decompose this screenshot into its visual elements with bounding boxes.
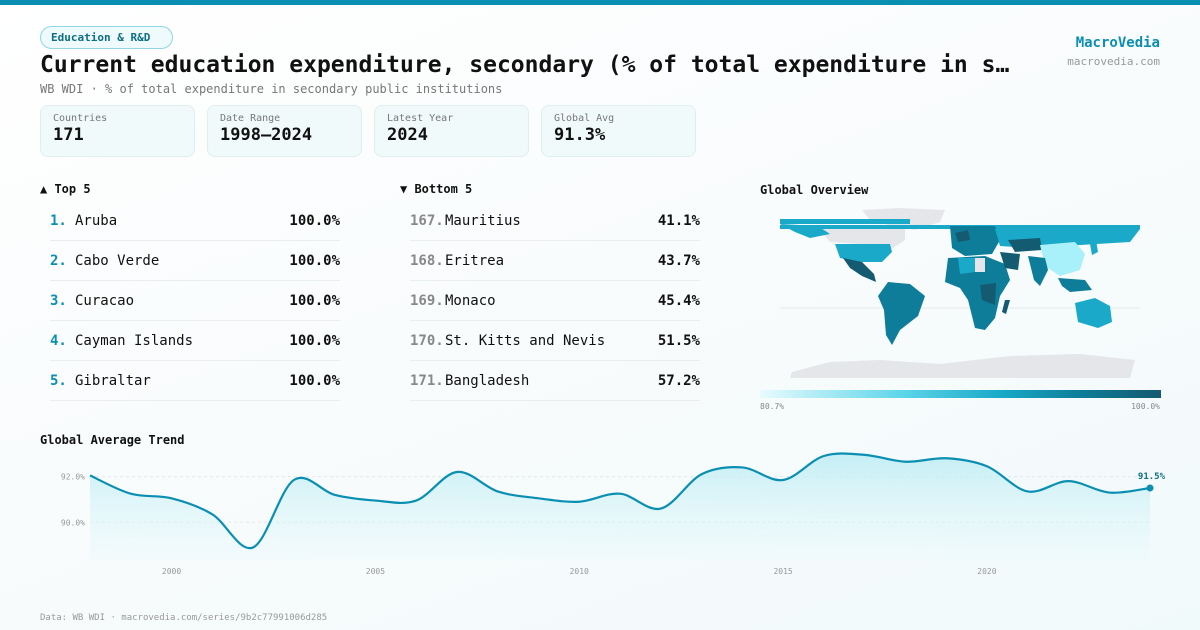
bottom5-row[interactable]: 167. Mauritius 41.1% [410,201,700,241]
stat-label: Latest Year [387,113,454,124]
trend-heading: Global Average Trend [40,433,185,447]
legend-min: 80.7% [760,402,785,411]
country-name: Cayman Islands [75,332,194,349]
footer-source: Data: WB WDI · macrovedia.com/series/9b2… [40,613,328,623]
top5-row[interactable]: 2. Cabo Verde 100.0% [50,241,340,281]
last-point-marker[interactable] [1146,484,1154,492]
top-accent-bar [0,0,1200,5]
country-name: Gibraltar [75,372,151,389]
stat-label: Global Avg [554,113,615,124]
trend-line [89,452,1151,550]
rank: 1. [50,212,67,229]
alaska[interactable] [780,224,830,238]
stat-label: Countries [53,113,108,124]
top5-row[interactable]: 1. Aruba 100.0% [50,201,340,241]
china[interactable] [1040,242,1085,276]
rank: 171. [410,372,444,389]
top5-heading: ▲ Top 5 [40,182,91,196]
country-name: Monaco [445,292,496,309]
stat-card-latest-year: Latest Year 2024 [374,105,529,157]
rank: 3. [50,292,67,309]
central-asia[interactable] [1008,238,1042,252]
country-name: Mauritius [445,212,521,229]
madagascar[interactable] [1002,300,1010,314]
x-tick-label: 2005 [366,567,385,576]
bottom5-row[interactable]: 168. Eritrea 43.7% [410,241,700,281]
middle-east[interactable] [1000,252,1020,270]
y-tick-label: 90.0% [61,518,85,527]
europe[interactable] [950,226,1000,256]
rank: 167. [410,212,444,229]
country-name: St. Kitts and Nevis [445,332,606,349]
rank: 5. [50,372,67,389]
africa[interactable] [945,256,1010,330]
bottom5-row[interactable]: 171. Bangladesh 57.2% [410,361,700,401]
bottom5-row[interactable]: 170. St. Kitts and Nevis 51.5% [410,321,700,361]
top5-row[interactable]: 5. Gibraltar 100.0% [50,361,340,401]
legend-max: 100.0% [1131,402,1160,411]
country-name: Eritrea [445,252,505,269]
x-tick-label: 2010 [570,567,589,576]
x-tick-label: 2000 [162,567,181,576]
x-tick-label: 2015 [773,567,792,576]
rank: 170. [410,332,444,349]
india[interactable] [1028,256,1048,286]
top5-row[interactable]: 3. Curacao 100.0% [50,281,340,321]
stat-value: 2024 [387,125,428,145]
japan[interactable] [1090,240,1098,255]
country-value: 100.0% [289,212,340,229]
country-value: 45.4% [657,292,700,309]
country-value: 41.1% [657,212,700,229]
brand-logo[interactable]: MacroVedia [1075,35,1160,51]
southeast-asia[interactable] [1058,278,1092,292]
bottom5-row[interactable]: 169. Monaco 45.4% [410,281,700,321]
country-value: 43.7% [657,252,700,269]
last-value-label: 91.5% [1138,472,1166,482]
drc[interactable] [980,283,996,305]
rank: 2. [50,252,67,269]
usa[interactable] [835,244,892,262]
country-value: 51.5% [657,332,700,349]
stat-label: Date Range [220,113,281,124]
x-tick-label: 2020 [977,567,996,576]
rank: 4. [50,332,67,349]
world-map[interactable] [0,0,1200,420]
antarctica[interactable] [790,354,1135,378]
country-value: 100.0% [289,252,340,269]
country-value: 100.0% [289,372,340,389]
page-subtitle: WB WDI · % of total expenditure in secon… [40,82,503,96]
arctic-strip [780,219,910,224]
stat-card-countries: Countries 171 [40,105,195,157]
category-badge[interactable]: Education & R&D [40,26,174,49]
stat-card-date-range: Date Range 1998–2024 [207,105,362,157]
country-value: 57.2% [657,372,700,389]
rank: 168. [410,252,444,269]
stat-value: 91.3% [554,125,606,145]
stat-value: 1998–2024 [220,125,313,145]
map-heading: Global Overview [760,183,869,197]
country-name: Curacao [75,292,135,309]
rank: 169. [410,292,444,309]
top5-row[interactable]: 4. Cayman Islands 100.0% [50,321,340,361]
y-tick-label: 92.0% [61,473,85,482]
south-america[interactable] [878,282,925,345]
brand-url[interactable]: macrovedia.com [1067,55,1160,68]
country-name: Cabo Verde [75,252,160,269]
country-value: 100.0% [289,292,340,309]
central-europe[interactable] [955,230,970,242]
trend-chart: 90.0% 92.0% 2000 2005 2010 2015 2020 91.5% [61,452,1166,576]
australia[interactable] [1075,298,1112,328]
algeria[interactable] [958,258,975,274]
country-name: Aruba [75,212,118,229]
country-name: Bangladesh [445,372,530,389]
libya[interactable] [975,258,985,272]
bottom5-heading: ▼ Bottom 5 [400,182,473,196]
mexico[interactable] [843,258,876,282]
stat-card-global-avg: Global Avg 91.3% [541,105,696,157]
stat-value: 171 [53,125,84,145]
country-value: 100.0% [289,332,340,349]
color-legend-bar [760,390,1161,398]
trend-area [90,453,1150,560]
